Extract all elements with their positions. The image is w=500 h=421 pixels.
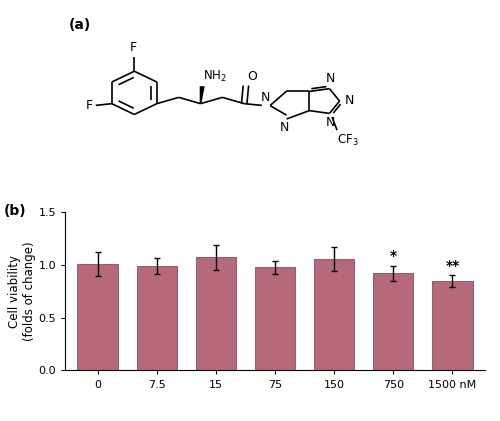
Text: N: N	[326, 72, 336, 85]
Text: NH$_2$: NH$_2$	[202, 69, 226, 84]
Bar	[136, 266, 177, 370]
Text: (b): (b)	[4, 204, 26, 218]
Bar	[432, 281, 472, 370]
Polygon shape	[200, 86, 204, 104]
Text: (a): (a)	[69, 18, 92, 32]
Text: N: N	[344, 94, 354, 107]
Text: CF$_3$: CF$_3$	[337, 133, 358, 148]
Bar	[255, 267, 295, 370]
Bar	[373, 273, 414, 370]
Y-axis label: Cell viability
(folds of change): Cell viability (folds of change)	[8, 241, 36, 341]
Bar	[196, 257, 236, 370]
Text: N: N	[280, 121, 289, 134]
Text: F: F	[130, 42, 136, 54]
Text: O: O	[248, 70, 258, 83]
Bar	[78, 264, 118, 370]
Text: *: *	[390, 249, 397, 263]
Text: F: F	[86, 99, 94, 112]
Text: **: **	[446, 259, 460, 273]
Text: N: N	[260, 91, 270, 104]
Bar	[314, 259, 354, 370]
Text: N: N	[326, 116, 336, 129]
